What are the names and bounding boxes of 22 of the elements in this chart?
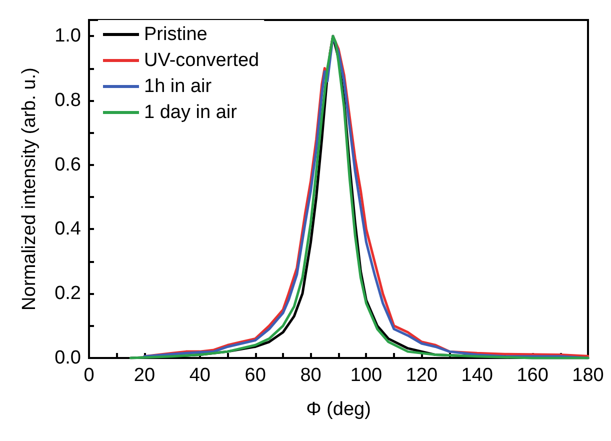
x-tick-label: 180 — [572, 365, 604, 386]
y-tick-label: 0.0 — [54, 348, 81, 368]
y-tick-label: 0.2 — [54, 283, 81, 304]
legend-label: 1h in air — [144, 76, 212, 97]
legend-label: Pristine — [144, 24, 208, 45]
x-tick-label: 60 — [244, 365, 266, 386]
y-tick-label: 0.8 — [54, 90, 81, 111]
x-tick-label: 120 — [406, 365, 438, 386]
x-tick-label: 160 — [516, 365, 548, 386]
x-axis-title: Φ (deg) — [306, 399, 371, 420]
x-tick-label: 140 — [461, 365, 493, 386]
x-tick-label: 20 — [134, 365, 156, 386]
y-tick-label: 0.4 — [54, 218, 82, 240]
legend-label: 1 day in air — [144, 102, 238, 123]
x-tick-label: 0 — [84, 365, 94, 386]
x-tick-label: 80 — [300, 365, 322, 386]
x-tick-label: 100 — [350, 365, 382, 386]
legend-label: UV-converted — [144, 50, 260, 71]
y-tick-label: 0.6 — [54, 154, 81, 176]
x-tick-label: 40 — [189, 365, 210, 386]
y-tick-label: 1.0 — [54, 26, 81, 47]
y-axis-title: Normalized intensity (arb. u.) — [19, 68, 40, 310]
